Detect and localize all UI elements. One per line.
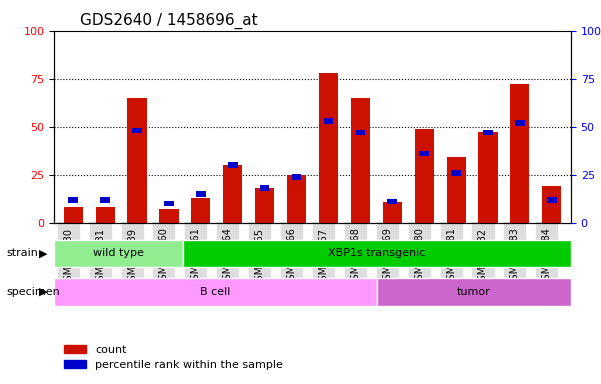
Bar (478, 132, 498, 223)
Legend: count, percentile rank within the sample: count, percentile rank within the sample (59, 340, 287, 375)
Bar (451, 170, 461, 176)
Text: XBP1s transgenic: XBP1s transgenic (328, 248, 426, 258)
Bar (132, 127, 142, 134)
FancyBboxPatch shape (183, 240, 571, 267)
Bar (388, 199, 397, 204)
FancyBboxPatch shape (54, 278, 377, 306)
Text: strain: strain (6, 248, 38, 258)
FancyBboxPatch shape (377, 278, 571, 306)
Bar (100, 197, 110, 203)
Text: GDS2640 / 1458696_at: GDS2640 / 1458696_at (80, 13, 258, 29)
Text: tumor: tumor (457, 287, 491, 297)
Bar (542, 186, 561, 223)
Bar (291, 174, 301, 180)
Bar (96, 207, 115, 223)
Bar (447, 157, 466, 223)
Text: specimen: specimen (6, 287, 59, 297)
Bar (191, 198, 210, 223)
Bar (351, 98, 370, 223)
Bar (547, 197, 557, 203)
Bar (515, 120, 525, 126)
Bar (419, 151, 429, 157)
FancyBboxPatch shape (54, 240, 183, 267)
Bar (69, 197, 78, 203)
Bar (164, 201, 174, 207)
Bar (260, 185, 269, 191)
Bar (383, 202, 402, 223)
Text: ▶: ▶ (39, 248, 47, 258)
Bar (324, 118, 334, 124)
Bar (483, 130, 493, 136)
Bar (196, 191, 206, 197)
Bar (64, 207, 83, 223)
Bar (287, 175, 306, 223)
Bar (223, 165, 242, 223)
Bar (319, 73, 338, 223)
Bar (415, 129, 434, 223)
Text: wild type: wild type (93, 248, 144, 258)
Bar (159, 209, 178, 223)
Bar (228, 162, 237, 168)
Bar (510, 84, 529, 223)
Text: ▶: ▶ (39, 287, 47, 297)
Text: B cell: B cell (200, 287, 231, 297)
Bar (356, 130, 365, 136)
Bar (255, 188, 274, 223)
Bar (127, 98, 147, 223)
